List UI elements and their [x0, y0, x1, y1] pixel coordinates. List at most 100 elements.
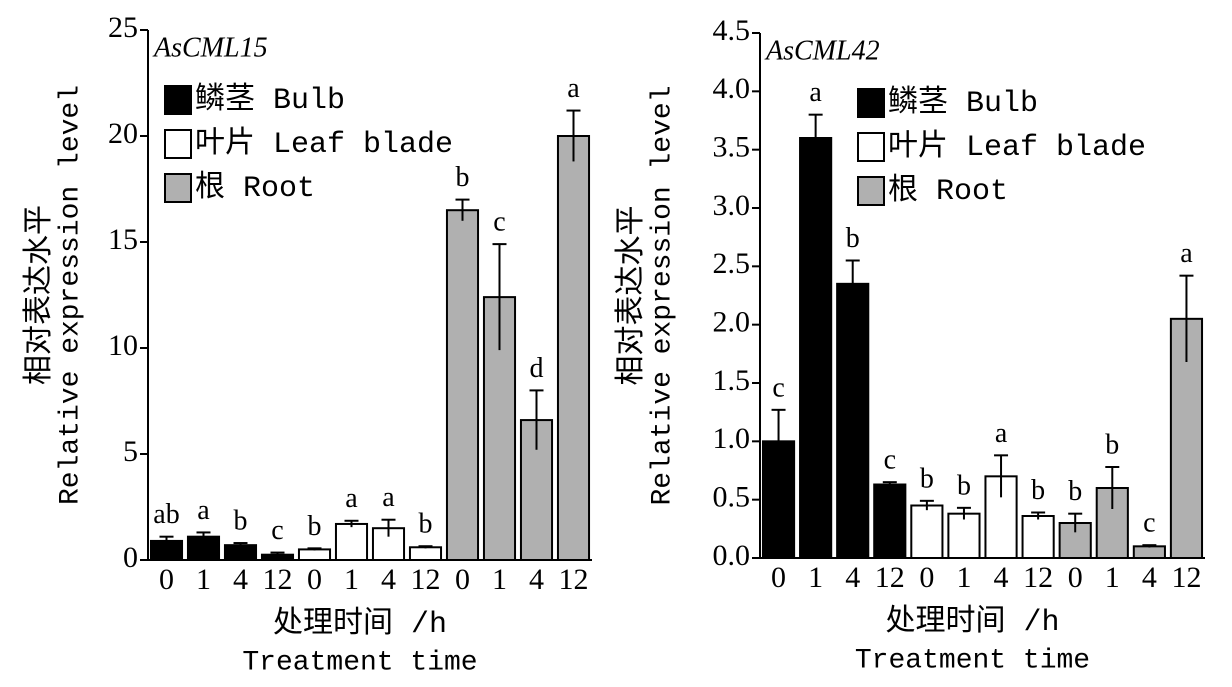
y-tick-label: 3.5	[713, 131, 751, 164]
panel-title: AsCML15	[152, 32, 268, 63]
x-tick-label: 12	[559, 563, 589, 596]
x-tick-label: 4	[1142, 561, 1157, 594]
y-tick-label: 1.0	[713, 422, 751, 455]
x-tick-label: 4	[994, 561, 1009, 594]
legend-swatch	[164, 173, 192, 203]
bar	[334, 522, 369, 562]
significance-letter: b	[234, 505, 248, 536]
x-tick-label: 1	[344, 563, 359, 596]
bar	[1058, 522, 1092, 559]
y-axis-label: 相对表达水平	[614, 206, 650, 386]
significance-letter: ab	[153, 499, 179, 530]
significance-letter: b	[920, 463, 934, 494]
legend-swatch	[857, 176, 885, 206]
x-tick-label: 12	[1171, 561, 1201, 594]
significance-letter: b	[957, 470, 971, 501]
significance-letter: b	[846, 223, 860, 254]
bar	[799, 137, 833, 559]
y-tick-label: 1.5	[713, 364, 751, 397]
y-axis-label: Relative expression level	[647, 85, 678, 505]
significance-letter: b	[308, 511, 322, 542]
bar	[1021, 515, 1055, 559]
y-axis-label: Relative expression level	[55, 85, 86, 505]
significance-letter: a	[809, 77, 822, 108]
y-tick-label: 0.5	[713, 481, 751, 514]
legend-swatch	[857, 132, 885, 162]
x-tick-label: 4	[845, 561, 860, 594]
bar	[223, 544, 258, 561]
legend-label: 根 Root	[195, 170, 315, 206]
significance-letter: d	[530, 353, 544, 384]
bar	[297, 548, 332, 562]
significance-letter: c	[1143, 508, 1155, 539]
y-tick-label: 4.5	[713, 14, 751, 47]
bar	[408, 546, 443, 562]
bar	[556, 135, 591, 561]
x-axis-label: Treatment time	[855, 645, 1090, 676]
y-tick-label: 4.0	[713, 72, 751, 105]
x-tick-label: 1	[196, 563, 211, 596]
x-axis-label: 处理时间 /h	[273, 606, 447, 642]
legend-label: 叶片 Leaf blade	[888, 129, 1146, 165]
y-tick-label: 0	[123, 541, 138, 574]
x-axis-label: 处理时间 /h	[885, 604, 1059, 640]
x-tick-label: 0	[919, 561, 934, 594]
significance-letter: a	[567, 73, 580, 104]
significance-letter: a	[197, 495, 210, 526]
legend-label: 鳞茎 Bulb	[888, 85, 1038, 121]
x-tick-label: 0	[1068, 561, 1083, 594]
y-tick-label: 0.0	[713, 539, 751, 572]
y-axis-label: 相对表达水平	[22, 205, 58, 385]
significance-letter: a	[382, 482, 395, 513]
x-tick-label: 12	[411, 563, 441, 596]
y-tick-label: 10	[108, 329, 138, 362]
legend-label: 根 Root	[888, 173, 1008, 209]
x-tick-label: 12	[875, 561, 905, 594]
y-tick-label: 15	[108, 223, 138, 256]
significance-letter: a	[345, 483, 358, 514]
x-axis-label: Treatment time	[242, 647, 477, 678]
bar	[910, 504, 944, 559]
x-tick-label: 1	[1105, 561, 1120, 594]
y-tick-label: 25	[108, 11, 138, 44]
x-tick-label: 1	[492, 563, 507, 596]
y-tick-label: 5	[123, 435, 138, 468]
significance-letter: b	[419, 509, 433, 540]
significance-letter: a	[995, 418, 1008, 449]
y-tick-label: 2.0	[713, 306, 751, 339]
significance-letter: c	[271, 515, 283, 546]
x-tick-label: 1	[956, 561, 971, 594]
legend-label: 鳞茎 Bulb	[195, 82, 345, 118]
x-tick-label: 4	[529, 563, 544, 596]
legend-label: 叶片 Leaf blade	[195, 126, 453, 162]
bar	[947, 512, 981, 560]
x-tick-label: 0	[159, 563, 174, 596]
y-tick-label: 3.0	[713, 189, 751, 222]
panel-title: AsCML42	[764, 35, 880, 66]
x-tick-label: 4	[381, 563, 396, 596]
significance-letter: b	[1031, 475, 1045, 506]
legend-swatch	[164, 129, 192, 159]
bar	[1132, 545, 1166, 559]
x-tick-label: 4	[233, 563, 248, 596]
x-tick-label: 0	[307, 563, 322, 596]
bar	[873, 483, 907, 559]
significance-letter: b	[1068, 476, 1082, 507]
significance-letter: a	[1180, 238, 1193, 269]
y-tick-label: 20	[108, 117, 138, 150]
y-tick-label: 2.5	[713, 247, 751, 280]
bar	[445, 209, 480, 561]
significance-letter: c	[772, 372, 784, 403]
significance-letter: c	[493, 207, 505, 238]
legend-swatch	[164, 85, 192, 115]
x-tick-label: 0	[455, 563, 470, 596]
significance-letter: b	[456, 162, 470, 193]
x-tick-label: 1	[808, 561, 823, 594]
x-tick-label: 12	[263, 563, 293, 596]
legend-swatch	[857, 88, 885, 118]
bar	[836, 282, 870, 559]
significance-letter: c	[884, 445, 896, 476]
x-tick-label: 0	[771, 561, 786, 594]
x-tick-label: 12	[1023, 561, 1053, 594]
